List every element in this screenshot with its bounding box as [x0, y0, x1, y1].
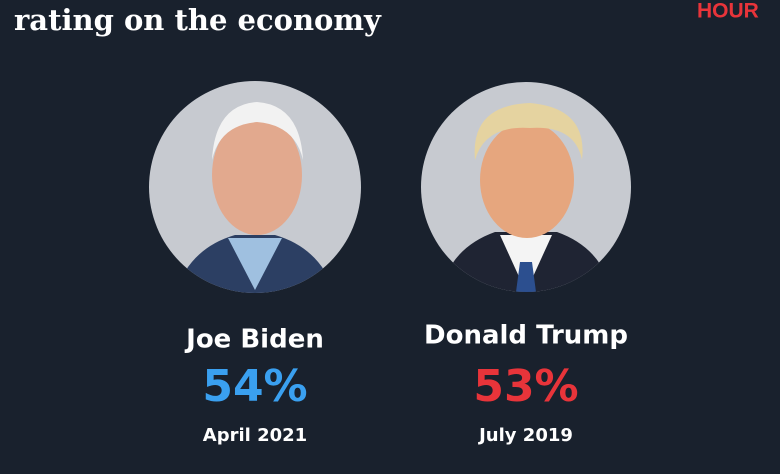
logo: HOUR [697, 0, 759, 23]
rating-date: April 2021 [203, 425, 307, 446]
rating-value: 54% [202, 361, 307, 412]
portrait [421, 82, 631, 292]
person-name: Joe Biden [184, 325, 324, 355]
title: rating on the economy [14, 3, 382, 37]
rating-date: July 2019 [477, 425, 573, 446]
person-name: Donald Trump [424, 321, 628, 351]
portrait [149, 81, 361, 293]
rating-value: 53% [473, 361, 578, 412]
